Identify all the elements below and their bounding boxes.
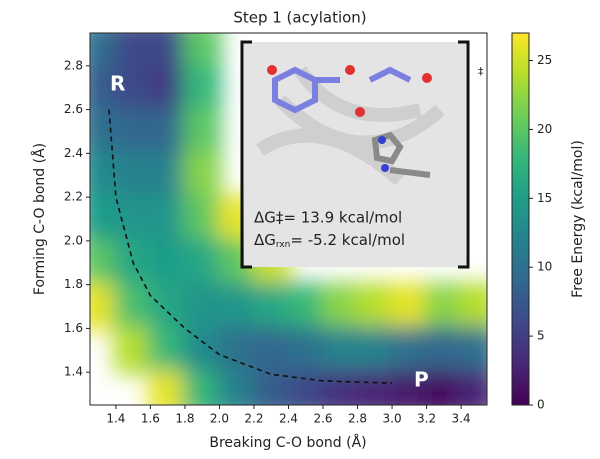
annotation-part: = -5.2 kcal/mol <box>290 231 405 249</box>
heat-cell <box>113 195 153 243</box>
heat-cell <box>90 282 118 331</box>
heat-cell <box>390 370 429 405</box>
y-tick-label: 2.0 <box>64 233 83 247</box>
bracket <box>240 40 470 269</box>
y-tick-label: 1.6 <box>64 321 83 335</box>
heat-cell <box>182 33 222 68</box>
y-tick-label: 2.4 <box>64 146 83 160</box>
colorbar-tick-label: 0 <box>537 398 545 412</box>
heat-cell <box>251 326 291 375</box>
y-tick-label: 1.4 <box>64 365 83 379</box>
heat-cell <box>286 370 326 405</box>
y-tick-label: 1.8 <box>64 277 83 291</box>
heat-cell <box>182 151 222 200</box>
heat-cell <box>424 282 464 331</box>
heat-cell <box>148 326 187 375</box>
cells <box>90 33 487 405</box>
y-tick-label: 2.8 <box>64 58 83 72</box>
chart-title: Step 1 (acylation) <box>233 9 366 27</box>
heat-cell <box>182 195 222 243</box>
reaction-path <box>108 109 393 384</box>
colorbar-label: Free Energy (kcal/mol) <box>570 140 586 298</box>
product-label: P <box>414 368 429 392</box>
heat-cell <box>459 326 487 375</box>
heat-cell <box>321 326 360 375</box>
heat-cell <box>355 282 395 331</box>
inset: ‡ ΔG‡= 13.9 kcal/mol ΔGrxn= -5.2 kcal/mo… <box>240 40 484 269</box>
surface <box>90 33 487 405</box>
colorbar <box>511 32 530 406</box>
heat-cell <box>90 195 118 243</box>
heat-cell <box>321 370 360 405</box>
heat-cell <box>321 282 360 331</box>
x-tick-label: 1.6 <box>141 412 160 426</box>
x-tick-label: 2.2 <box>244 412 263 426</box>
x-tick-label: 3.2 <box>417 412 436 426</box>
x-tick-label: 1.4 <box>106 412 125 426</box>
protein-ribbon <box>256 65 445 186</box>
annotation-part: ΔG <box>254 231 276 249</box>
heat-cell <box>148 151 187 200</box>
heat-cell <box>182 63 222 112</box>
heat-cell <box>113 326 153 375</box>
x-tick-label: 3.0 <box>383 412 402 426</box>
x-tick-label: 2.4 <box>279 412 298 426</box>
heat-cell <box>90 33 118 68</box>
heat-cell <box>90 63 118 112</box>
heat-cell <box>90 107 118 156</box>
x-tick-label: 1.8 <box>175 412 194 426</box>
heat-cell <box>148 107 187 156</box>
heat-cell <box>390 282 429 331</box>
heat-cell <box>148 63 187 112</box>
y-tick-label: 2.2 <box>64 190 83 204</box>
heat-cell <box>286 282 326 331</box>
heat-cell <box>113 33 153 68</box>
heat-cell <box>182 107 222 156</box>
heat-cell <box>286 326 326 375</box>
colorbar-tick-label: 25 <box>537 53 552 67</box>
heat-cell <box>182 238 222 287</box>
x-tick-label: 2.0 <box>210 412 229 426</box>
heat-cell <box>113 63 153 112</box>
heat-cell <box>424 326 464 375</box>
heat-cell <box>90 238 118 287</box>
heat-cell <box>148 370 187 405</box>
annotation: ΔG‡= 13.9 kcal/mol <box>254 209 402 227</box>
heat-cell <box>459 282 487 331</box>
colorbar-tick-label: 10 <box>537 260 552 274</box>
annotation-sub: rxn <box>276 240 291 250</box>
heat-cell <box>113 151 153 200</box>
annotation: ΔGrxn= -5.2 kcal/mol <box>254 231 405 250</box>
ts-mark: ‡ <box>478 65 484 78</box>
heat-cell <box>148 238 187 287</box>
ligand <box>272 66 412 114</box>
heat-cell <box>217 282 256 331</box>
colorbar-tick-label: 5 <box>537 329 545 343</box>
heat-cell <box>424 370 464 405</box>
heat-cell <box>182 370 222 405</box>
y-axis-label: Forming C-O bond (Å) <box>31 143 48 295</box>
colorbar-tick-label: 15 <box>537 191 552 205</box>
x-tick-label: 3.4 <box>452 412 471 426</box>
colorbar-tick-label: 20 <box>537 122 552 136</box>
heat-cell <box>182 282 222 331</box>
heat-cell <box>251 282 291 331</box>
heat-cell <box>113 107 153 156</box>
heat-cell <box>355 326 395 375</box>
heat-cell <box>182 326 222 375</box>
x-axis-label: Breaking C-O bond (Å) <box>209 434 366 451</box>
y-tick-label: 2.6 <box>64 102 83 116</box>
heat-cell <box>355 370 395 405</box>
heat-cell <box>217 370 256 405</box>
heat-cell <box>459 370 487 405</box>
heat-cell <box>148 33 187 68</box>
heat-cell <box>390 326 429 375</box>
heat-cell <box>113 282 153 331</box>
x-tick-label: 2.8 <box>348 412 367 426</box>
heat-cell <box>148 195 187 243</box>
reactant-label: R <box>110 72 125 96</box>
heat-cell <box>148 282 187 331</box>
x-tick-label: 2.6 <box>313 412 332 426</box>
